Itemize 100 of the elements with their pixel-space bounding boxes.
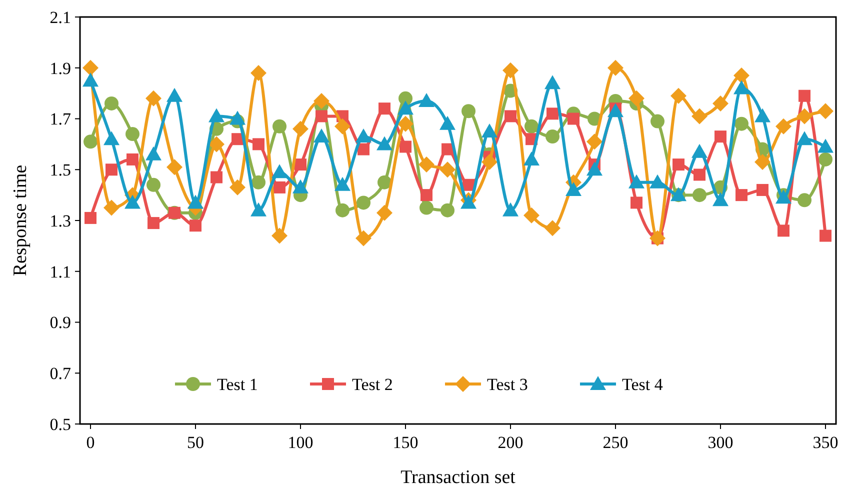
point bbox=[546, 130, 560, 144]
point bbox=[712, 192, 728, 206]
point bbox=[482, 123, 498, 138]
point bbox=[316, 110, 328, 122]
point bbox=[336, 203, 350, 218]
x-tick-label: 0 bbox=[86, 433, 95, 452]
point bbox=[314, 128, 330, 143]
x-tick-label: 100 bbox=[288, 433, 314, 452]
point bbox=[692, 108, 708, 124]
point bbox=[524, 207, 540, 224]
point bbox=[754, 108, 770, 122]
point bbox=[820, 230, 832, 242]
point bbox=[734, 68, 750, 84]
point bbox=[670, 88, 686, 104]
point bbox=[672, 158, 684, 171]
y-tick-label: 1.3 bbox=[50, 211, 71, 230]
point bbox=[586, 162, 602, 176]
point bbox=[272, 228, 288, 244]
point bbox=[272, 164, 288, 178]
x-axis-title: Transaction set bbox=[400, 467, 516, 488]
point bbox=[124, 194, 140, 209]
point bbox=[524, 119, 538, 134]
point bbox=[798, 90, 810, 102]
point bbox=[84, 212, 96, 224]
point bbox=[356, 196, 370, 210]
point bbox=[294, 158, 306, 171]
point bbox=[798, 193, 812, 208]
y-tick-label: 0.9 bbox=[50, 313, 71, 332]
point bbox=[292, 120, 308, 137]
point bbox=[314, 92, 330, 109]
point bbox=[608, 103, 624, 118]
point bbox=[188, 194, 204, 209]
point bbox=[650, 174, 666, 188]
x-tick-label: 150 bbox=[392, 433, 418, 452]
point bbox=[292, 179, 308, 194]
point bbox=[502, 202, 518, 216]
legend-label: Test 4 bbox=[622, 374, 664, 394]
y-tick-label: 1.9 bbox=[50, 58, 71, 78]
point bbox=[250, 202, 266, 216]
point bbox=[778, 224, 790, 237]
point bbox=[628, 90, 644, 106]
point bbox=[442, 143, 454, 156]
point bbox=[544, 220, 560, 236]
x-tick-label: 300 bbox=[708, 433, 734, 452]
point bbox=[146, 146, 162, 160]
point bbox=[398, 116, 414, 132]
point bbox=[84, 134, 98, 149]
point bbox=[628, 174, 644, 188]
point bbox=[358, 143, 370, 156]
point bbox=[356, 230, 372, 246]
point bbox=[126, 153, 138, 166]
point bbox=[420, 189, 432, 202]
point bbox=[82, 60, 98, 76]
y-tick-label: 2.1 bbox=[50, 8, 71, 27]
point bbox=[440, 203, 454, 218]
point bbox=[334, 118, 350, 134]
point bbox=[398, 91, 412, 106]
point bbox=[356, 128, 372, 143]
point bbox=[504, 110, 516, 122]
point bbox=[796, 131, 812, 146]
point bbox=[210, 171, 222, 184]
point bbox=[544, 75, 560, 90]
point bbox=[398, 100, 414, 115]
point bbox=[650, 114, 664, 128]
point bbox=[482, 154, 498, 170]
y-tick-label: 1.5 bbox=[50, 160, 71, 180]
point bbox=[630, 196, 642, 209]
point bbox=[736, 189, 748, 202]
point bbox=[818, 138, 834, 153]
point bbox=[714, 130, 726, 143]
point bbox=[104, 96, 118, 110]
point bbox=[376, 204, 392, 221]
point bbox=[420, 200, 434, 215]
point bbox=[378, 102, 390, 115]
point bbox=[712, 95, 728, 112]
x-tick-label: 250 bbox=[602, 433, 628, 452]
point bbox=[82, 72, 98, 87]
point bbox=[440, 116, 456, 130]
point bbox=[502, 62, 518, 78]
point bbox=[126, 127, 140, 142]
point bbox=[208, 136, 224, 152]
y-tick-label: 1.7 bbox=[50, 110, 72, 129]
point bbox=[250, 64, 266, 81]
point bbox=[734, 116, 748, 131]
point bbox=[208, 108, 224, 122]
point bbox=[148, 217, 160, 230]
point bbox=[418, 156, 434, 173]
point bbox=[756, 184, 768, 196]
point bbox=[252, 175, 266, 190]
x-tick-label: 50 bbox=[187, 433, 204, 452]
point bbox=[796, 108, 812, 124]
point bbox=[230, 179, 246, 196]
point bbox=[166, 88, 182, 102]
point bbox=[568, 112, 580, 125]
y-tick-label: 0.5 bbox=[50, 414, 71, 434]
point bbox=[252, 138, 264, 150]
legend-label: Test 3 bbox=[487, 374, 528, 394]
point bbox=[190, 220, 202, 232]
point bbox=[106, 164, 118, 176]
point bbox=[104, 131, 120, 146]
